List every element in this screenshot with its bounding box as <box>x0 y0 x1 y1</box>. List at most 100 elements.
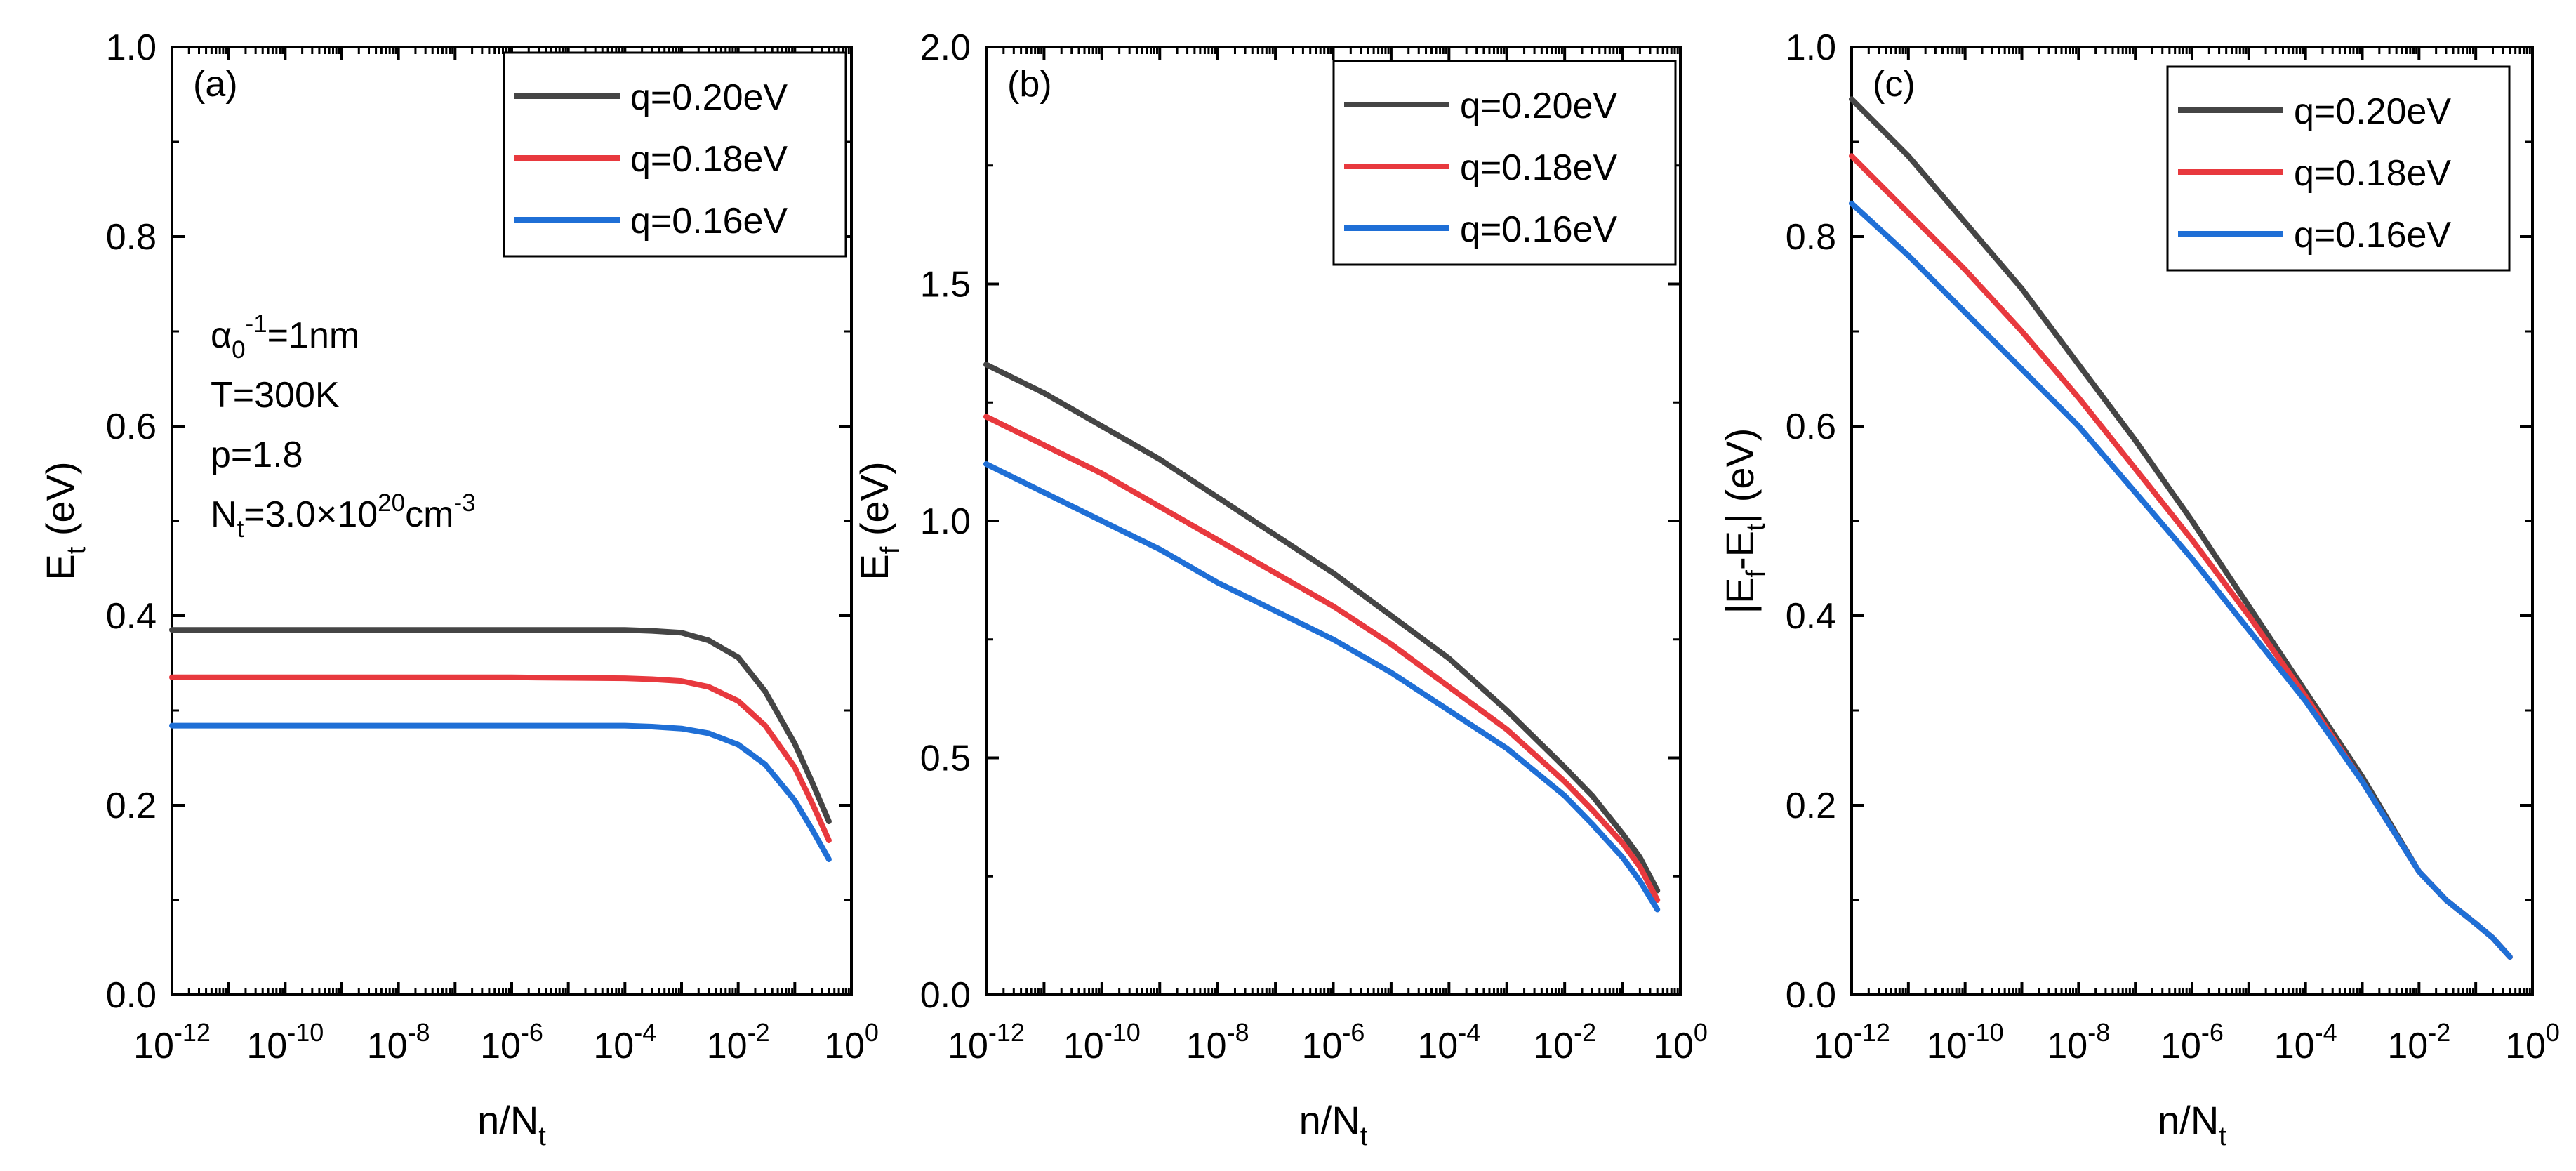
text-span: 10 <box>707 1026 748 1066</box>
text-span: 10 <box>1813 1026 1854 1066</box>
y-axis-label: |Ef-Et| (eV) <box>1718 428 1771 614</box>
y-tick-label: 0.4 <box>106 596 157 637</box>
text-span: 10 <box>1302 1026 1343 1066</box>
text-span: -4 <box>1458 1018 1480 1047</box>
text-span: -12 <box>988 1018 1025 1047</box>
x-axis-label: n/Nt <box>477 1098 546 1151</box>
text-span: -10 <box>1967 1018 2004 1047</box>
text-span: t <box>1741 523 1771 531</box>
text-span: E <box>852 554 896 580</box>
y-tick-label: 0.0 <box>106 975 157 1016</box>
text-span: -12 <box>1854 1018 1890 1047</box>
text-span: n/N <box>2158 1098 2219 1142</box>
text-span: -4 <box>2315 1018 2337 1047</box>
series-line-q=0.20eV <box>169 627 832 824</box>
text-span: α <box>211 315 232 356</box>
panel-label: (c) <box>1873 64 1916 105</box>
text-span: t <box>538 1122 546 1151</box>
x-axis-label: n/Nt <box>2158 1098 2226 1151</box>
x-tick-label: 10-10 <box>1927 1018 2004 1066</box>
y-tick-label: 0.0 <box>1786 975 1836 1016</box>
x-tick-label: 10-4 <box>1417 1018 1480 1066</box>
text-span: f <box>1741 570 1771 578</box>
y-tick-label: 0.4 <box>1786 596 1836 637</box>
text-span: -8 <box>2087 1018 2110 1047</box>
x-tick-label: 10-12 <box>948 1018 1025 1066</box>
text-span: T=300K <box>211 375 340 416</box>
legend: q=0.20eV q=0.18eV q=0.16eV <box>2166 65 2511 272</box>
text-span: f <box>876 546 905 554</box>
x-axis-label: n/Nt <box>1299 1098 1368 1151</box>
text-span: 10 <box>1186 1026 1227 1066</box>
text-span: -2 <box>1574 1018 1596 1047</box>
y-tick-label: 0.8 <box>106 217 157 258</box>
text-span: 20 <box>378 489 405 517</box>
text-span: -10 <box>287 1018 324 1047</box>
y-tick-label: 0.2 <box>1786 786 1836 826</box>
x-tick-label: 100 <box>824 1018 879 1066</box>
text-span: =1nm <box>267 315 360 356</box>
text-span: t <box>1360 1122 1368 1151</box>
text-span: |E <box>1718 578 1762 614</box>
x-tick-label: 10-8 <box>2047 1018 2110 1066</box>
y-axis-label: Et (eV) <box>38 461 91 580</box>
x-tick-label: 10-6 <box>2160 1018 2224 1066</box>
x-tick-label: 100 <box>2505 1018 2560 1066</box>
x-tick-label: 10-2 <box>2387 1018 2450 1066</box>
legend: q=0.20eV q=0.18eV q=0.16eV <box>503 51 847 258</box>
text-span: 10 <box>246 1026 287 1066</box>
text-span: t <box>237 515 244 543</box>
series-line-q=0.18eV <box>1849 153 2513 960</box>
text-span: 10 <box>2160 1026 2201 1066</box>
text-span: (eV) <box>38 461 82 546</box>
x-tick-label: 10-2 <box>1533 1018 1596 1066</box>
x-tick-label: 10-6 <box>480 1018 543 1066</box>
text-span: E <box>38 554 82 580</box>
text-span: 10 <box>2387 1026 2428 1066</box>
series-line-q=0.16eV <box>983 461 1661 913</box>
text-span: 10 <box>948 1026 988 1066</box>
text-span: 0 <box>2546 1018 2560 1047</box>
legend-label: q=0.20eV <box>630 77 788 118</box>
y-tick-label: 0.6 <box>1786 406 1836 447</box>
chart-panel-b: 0.00.51.01.52.010-12 10-10 10-8 10-6 10-4 10-… <box>852 27 1708 1151</box>
y-tick-label: 1.0 <box>106 27 157 68</box>
text-span: 10 <box>133 1026 174 1066</box>
text-span: 10 <box>1653 1026 1694 1066</box>
parameter-annotations: α0-1=1nm T=300K p=1.8 Nt=3.0×1020cm-3 <box>211 310 476 543</box>
annotation-text: Nt=3.0×1020cm-3 <box>211 489 476 543</box>
annotation-text: p=1.8 <box>211 435 303 475</box>
text-span: n/N <box>477 1098 538 1142</box>
legend-label: q=0.18eV <box>1460 147 1617 188</box>
text-span: -4 <box>634 1018 656 1047</box>
y-tick-label: 1.5 <box>920 265 971 305</box>
legend-label: q=0.18eV <box>2294 153 2451 194</box>
text-span: -2 <box>748 1018 770 1047</box>
y-tick-label: 2.0 <box>920 27 971 68</box>
panel-label: (a) <box>193 64 238 105</box>
series-line-q=0.20eV <box>983 362 1661 894</box>
text-span: -6 <box>2201 1018 2224 1047</box>
x-tick-label: 10-2 <box>707 1018 770 1066</box>
series-line-q=0.16eV <box>1849 200 2513 960</box>
x-tick-label: 10-10 <box>246 1018 324 1066</box>
x-tick-label: 10-10 <box>1063 1018 1141 1066</box>
chart-panel-c: 0.00.20.40.60.81.010-12 10-10 10-8 10-6 10-4… <box>1718 27 2560 1151</box>
y-tick-label: 0.2 <box>106 786 157 826</box>
text-span: 10 <box>1927 1026 1967 1066</box>
text-span: p=1.8 <box>211 435 303 475</box>
legend-label: q=0.16eV <box>2294 215 2451 256</box>
series-line-q=0.18eV <box>983 414 1661 903</box>
text-span: 0 <box>865 1018 879 1047</box>
text-span: N <box>211 494 237 535</box>
text-span: 0 <box>1694 1018 1708 1047</box>
text-span: n/N <box>1299 1098 1360 1142</box>
text-span: 10 <box>2505 1026 2546 1066</box>
text-span: -6 <box>521 1018 543 1047</box>
x-tick-label: 10-8 <box>1186 1018 1249 1066</box>
legend-label: q=0.16eV <box>1460 209 1617 250</box>
legend-label: q=0.16eV <box>630 201 788 242</box>
text-span: 10 <box>367 1026 408 1066</box>
